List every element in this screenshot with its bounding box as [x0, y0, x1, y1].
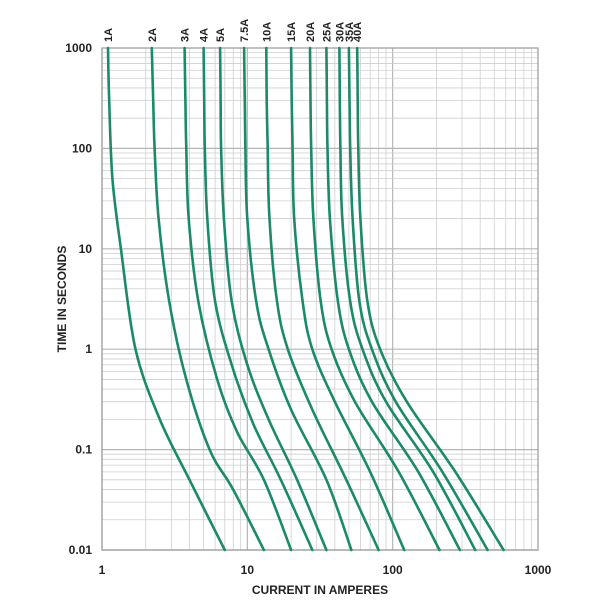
y-tick-label: 10: [79, 242, 93, 256]
series-label-3A: 3A: [180, 28, 192, 42]
series-line-2A: [150, 46, 266, 552]
series-line-7.5A: [242, 46, 353, 552]
series-line-5A: [218, 46, 328, 552]
series-line-4A: [202, 46, 314, 552]
series-label-40A: 40A: [352, 22, 364, 42]
series-line-1A: [106, 46, 227, 552]
series-label-25A: 25A: [321, 22, 333, 42]
series-label-2A: 2A: [147, 28, 159, 42]
x-tick-label: 1: [99, 563, 106, 577]
series-lines: [106, 46, 505, 552]
y-tick-label: 1: [85, 342, 92, 356]
y-tick-label: 1000: [65, 41, 92, 55]
series-line-40A: [355, 46, 505, 552]
x-tick-label: 1000: [525, 563, 552, 577]
series-line-30A: [338, 46, 477, 552]
series-label-35A: 35A: [344, 22, 356, 42]
y-tick-labels: 0.01 0.1 1 10 100 1000: [65, 41, 92, 557]
y-tick-label: 100: [72, 141, 92, 155]
series-line-35A: [347, 46, 489, 552]
x-tick-label: 100: [383, 563, 403, 577]
series-label-30A: 30A: [334, 22, 346, 42]
plot-frame: [101, 47, 539, 551]
series-line-25A: [325, 46, 462, 552]
y-tick-label: 0.1: [75, 443, 92, 457]
grid-lines: [101, 48, 538, 551]
x-tick-label: 10: [241, 563, 255, 577]
series-label-20A: 20A: [305, 22, 317, 42]
series-label-7.5A: 7.5A: [239, 19, 251, 42]
y-axis-title: TIME IN SECONDS: [55, 246, 69, 353]
series-line-10A: [265, 46, 380, 552]
y-tick-label: 0.01: [69, 543, 93, 557]
series-label-5A: 5A: [215, 28, 227, 42]
series-label-10A: 10A: [261, 22, 273, 42]
series-line-20A: [308, 46, 441, 552]
x-axis-title: CURRENT IN AMPERES: [252, 583, 388, 597]
series-label-1A: 1A: [103, 28, 115, 42]
series-line-3A: [183, 46, 293, 552]
series-label-15A: 15A: [286, 22, 298, 42]
series-label-4A: 4A: [199, 28, 211, 42]
series-line-15A: [289, 46, 406, 552]
x-tick-labels: 1 10 100 1000: [99, 563, 552, 577]
